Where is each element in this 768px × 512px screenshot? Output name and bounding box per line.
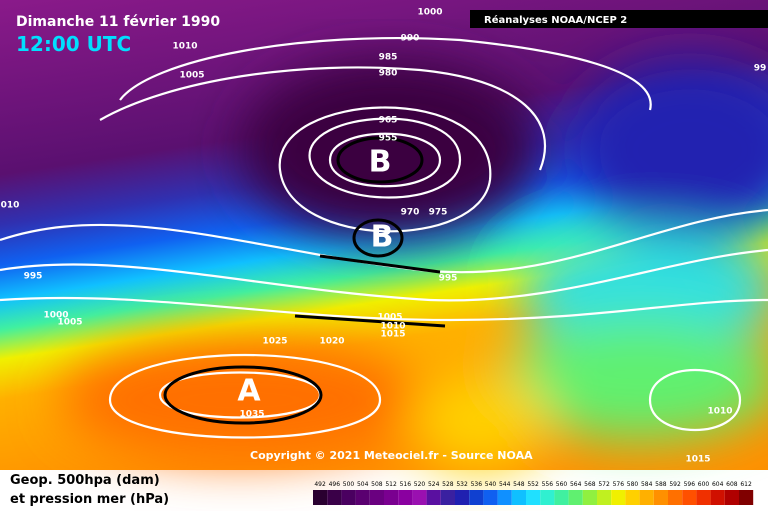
isobar-label: 995: [439, 274, 458, 284]
scale-label: 604: [712, 481, 724, 488]
scale-swatch: [625, 490, 640, 505]
isobar-label: 1010: [172, 42, 197, 52]
scale-label: 588: [655, 481, 667, 488]
scale-label: 528: [442, 481, 454, 488]
scale-label: 500: [343, 481, 355, 488]
isobar-label: 99: [754, 64, 767, 74]
time-text: 12:00 UTC: [16, 32, 131, 56]
scale-swatch: [313, 490, 328, 505]
scale-swatch: [398, 490, 413, 505]
scale-swatch: [412, 490, 427, 505]
scale-label: 516: [400, 481, 412, 488]
scale-swatch: [483, 490, 498, 505]
scale-swatch: [341, 490, 356, 505]
copyright: Copyright © 2021 Meteociel.fr - Source N…: [250, 449, 533, 462]
scale-label: 544: [499, 481, 511, 488]
scale-swatch: [526, 490, 541, 505]
date-text: Dimanche 11 février 1990: [16, 14, 220, 30]
scale-swatch: [639, 490, 654, 505]
caption-line: et pression mer (hPa): [10, 492, 169, 507]
scale-label: 592: [669, 481, 681, 488]
scale-label: 584: [641, 481, 653, 488]
scale-label: 504: [357, 481, 369, 488]
source-text: Réanalyses NOAA/NCEP 2: [484, 14, 627, 26]
scale-swatch: [682, 490, 697, 505]
scale-swatch: [724, 490, 739, 505]
scale-swatch: [696, 490, 711, 505]
isobar-label: 1010: [380, 322, 405, 332]
scale-swatch: [469, 490, 484, 505]
scale-label: 572: [598, 481, 610, 488]
scale-swatch: [440, 490, 455, 505]
isobar-label: 010: [1, 201, 20, 211]
scale-swatch: [384, 490, 399, 505]
scale-swatch: [597, 490, 612, 505]
scale-swatch: [426, 490, 441, 505]
scale-swatch: [568, 490, 583, 505]
scale-swatch: [355, 490, 370, 505]
scale-swatch: [611, 490, 626, 505]
scale-swatch: [369, 490, 384, 505]
scale-swatch: [327, 490, 342, 505]
isobar-label: 1005: [179, 71, 204, 81]
scale-swatch: [710, 490, 725, 505]
scale-label: 552: [527, 481, 539, 488]
isobar-label: 1015: [380, 330, 405, 340]
scale-swatch: [455, 490, 470, 505]
scale-swatch: [668, 490, 683, 505]
isobar-label: 1010: [707, 407, 732, 417]
scale-swatch: [739, 490, 754, 505]
isobar-label: 1020: [319, 337, 344, 347]
scale-label: 580: [627, 481, 639, 488]
isobar-label: 980: [379, 69, 398, 79]
scale-swatch: [497, 490, 512, 505]
pressure-center: A: [237, 374, 261, 409]
isobar-label: 1035: [239, 410, 264, 420]
isobar-label: 1005: [377, 313, 402, 323]
scale-label: 508: [371, 481, 383, 488]
isobar-label: 985: [379, 53, 398, 63]
scale-label: 536: [471, 481, 483, 488]
scale-label: 548: [513, 481, 525, 488]
pressure-center: B: [371, 220, 394, 255]
scale-label: 596: [684, 481, 696, 488]
isobar-label: 1000: [417, 8, 442, 18]
scale-label: 540: [485, 481, 497, 488]
scale-label: 556: [542, 481, 554, 488]
isobar-label: 1000: [43, 311, 68, 321]
scale-label: 520: [414, 481, 426, 488]
scale-label: 512: [385, 481, 397, 488]
scale-swatch: [540, 490, 555, 505]
scale-label: 608: [726, 481, 738, 488]
scale-swatch: [582, 490, 597, 505]
isobar-label: 1025: [262, 337, 287, 347]
scale-label: 600: [698, 481, 710, 488]
scale-label: 496: [329, 481, 341, 488]
isobar-label: 1015: [685, 455, 710, 465]
isobar-label: 970: [401, 208, 420, 218]
scale-swatch: [653, 490, 668, 505]
map-background: [0, 0, 768, 470]
scale-label: 492: [314, 481, 326, 488]
caption-line: Geop. 500hpa (dam): [10, 473, 160, 488]
scale-swatch: [554, 490, 569, 505]
scale-label: 532: [456, 481, 468, 488]
isobar-label: 995: [24, 272, 43, 282]
scale-label: 524: [428, 481, 440, 488]
pressure-center: B: [369, 145, 392, 180]
isobar-label: 990: [401, 34, 420, 44]
scale-label: 576: [613, 481, 625, 488]
scale-label: 560: [556, 481, 568, 488]
scale-label: 564: [570, 481, 582, 488]
scale-label: 568: [584, 481, 596, 488]
isobar-label: 955: [379, 134, 398, 144]
isobar-label: 1005: [57, 318, 82, 328]
scale-label: 612: [740, 481, 752, 488]
scale-swatch: [511, 490, 526, 505]
isobar-label: 975: [429, 208, 448, 218]
isobar-label: 965: [379, 116, 398, 126]
